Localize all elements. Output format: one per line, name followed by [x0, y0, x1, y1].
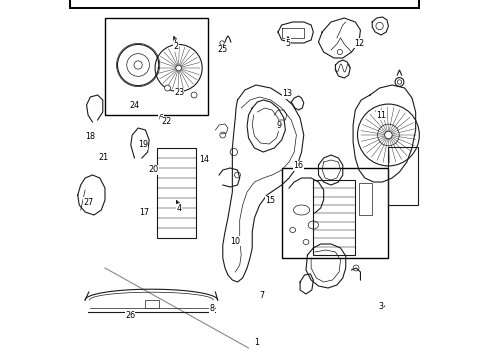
Text: 23: 23: [174, 88, 183, 97]
Text: 14: 14: [199, 154, 209, 163]
Text: 25: 25: [217, 45, 227, 54]
Text: 1: 1: [254, 338, 259, 347]
Ellipse shape: [303, 239, 308, 244]
Bar: [145, 300, 159, 308]
Ellipse shape: [293, 205, 309, 215]
Circle shape: [384, 131, 391, 139]
Text: 13: 13: [282, 89, 291, 98]
Text: 3: 3: [378, 302, 383, 311]
Bar: [358, 183, 371, 215]
Text: 10: 10: [230, 237, 240, 246]
Bar: [313, 180, 355, 255]
Text: 18: 18: [85, 132, 95, 141]
Circle shape: [191, 92, 197, 98]
Text: 22: 22: [161, 117, 171, 126]
Circle shape: [164, 85, 170, 91]
Text: 17: 17: [139, 208, 149, 217]
Text: 20: 20: [148, 165, 159, 174]
Text: 16: 16: [293, 161, 303, 170]
Text: 2: 2: [173, 42, 178, 51]
Circle shape: [396, 80, 401, 84]
Text: 24: 24: [129, 100, 140, 109]
Bar: [281, 168, 387, 258]
Text: 6: 6: [158, 114, 163, 123]
Text: 8: 8: [209, 305, 214, 313]
Circle shape: [175, 65, 181, 71]
Text: 19: 19: [138, 140, 148, 149]
Text: 9: 9: [276, 122, 281, 130]
Circle shape: [134, 61, 142, 69]
Bar: [156, 148, 195, 238]
Ellipse shape: [307, 221, 318, 229]
Bar: [387, 147, 417, 205]
Text: 26: 26: [125, 310, 135, 320]
Ellipse shape: [289, 228, 295, 233]
Bar: [105, 18, 207, 115]
Text: 15: 15: [265, 197, 275, 205]
Text: 5: 5: [285, 39, 290, 48]
Text: 21: 21: [98, 153, 108, 162]
Text: 27: 27: [83, 198, 94, 207]
Text: 11: 11: [376, 111, 386, 120]
Text: 4: 4: [176, 204, 181, 213]
Text: 12: 12: [354, 39, 364, 48]
Text: 7: 7: [259, 292, 264, 300]
